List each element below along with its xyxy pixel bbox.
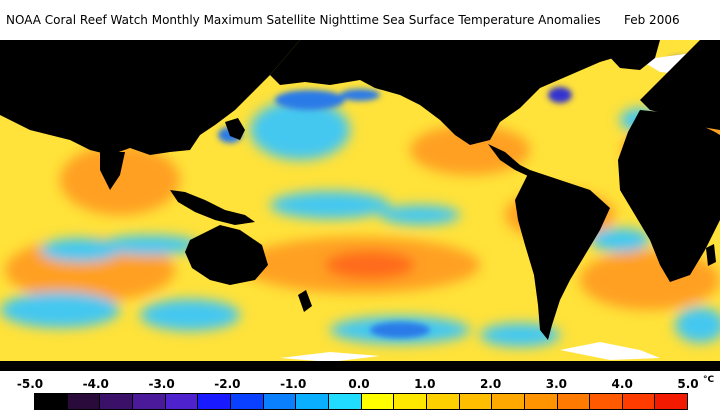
legend-color-bar (34, 393, 688, 410)
legend-color-cell (100, 394, 133, 409)
legend-tick-label: -2.0 (214, 377, 241, 391)
legend-color-cell (328, 394, 362, 409)
legend-tick-label: 0.0 (348, 377, 370, 391)
legend-tick-label: 2.0 (479, 377, 502, 391)
legend-color-cell (67, 394, 101, 409)
legend-color-cell (492, 394, 525, 409)
legend-tick-label: 3.0 (545, 377, 568, 391)
legend-color-cell (557, 394, 591, 409)
legend-unit: °C (703, 375, 715, 385)
legend-color-cell (165, 394, 199, 409)
sst-anomaly-map (0, 40, 720, 371)
map-title-bar: NOAA Coral Reef Watch Monthly Maximum Sa… (0, 0, 720, 40)
legend-color-cell (132, 394, 166, 409)
legend-color-cell (230, 394, 264, 409)
legend-tick-label: -1.0 (280, 377, 307, 391)
legend-tick-label: -4.0 (82, 377, 109, 391)
legend-tick-label: -5.0 (16, 377, 44, 391)
legend-tick-label: -3.0 (148, 377, 175, 391)
legend-color-cell (622, 394, 656, 409)
map-date: Feb 2006 (624, 13, 680, 27)
legend-color-cell (459, 394, 493, 409)
color-scale-legend: -5.0 -4.0 -3.0 -2.0 -1.0 0.0 1.0 2.0 3.0 4.0 5.0 °… (0, 371, 720, 411)
legend-color-cell (655, 394, 688, 409)
legend-tick-label: 4.0 (611, 377, 633, 391)
legend-color-cell (426, 394, 460, 409)
legend-color-cell (296, 394, 329, 409)
legend-color-cell (198, 394, 231, 409)
legend-tick-label: 5.0 (677, 377, 699, 391)
legend-color-cell (35, 394, 68, 409)
legend-color-cell (524, 394, 558, 409)
map-title: NOAA Coral Reef Watch Monthly Maximum Sa… (6, 13, 601, 27)
legend-color-cell (394, 394, 427, 409)
land-masses (0, 40, 720, 371)
legend-color-cell (263, 394, 297, 409)
legend-color-cell (361, 394, 395, 409)
legend-color-cell (590, 394, 623, 409)
legend-tick-label: 1.0 (414, 377, 436, 391)
